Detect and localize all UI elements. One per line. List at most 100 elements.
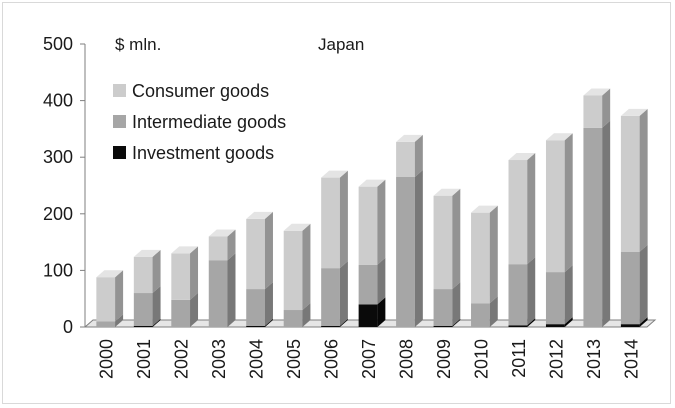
bar-side-intermediate-goods-2006 bbox=[339, 261, 348, 326]
bar-side-consumer-goods-2004 bbox=[264, 211, 273, 290]
bar-intermediate-goods-2004 bbox=[246, 289, 265, 326]
bar-intermediate-goods-2007 bbox=[358, 264, 378, 305]
bar-top-2008 bbox=[396, 134, 423, 142]
bar-side-consumer-goods-2001 bbox=[152, 249, 161, 294]
bar-side-investment-goods-2007 bbox=[377, 297, 386, 327]
bar-side-consumer-goods-2003 bbox=[227, 229, 236, 261]
x-tick-label: 2006 bbox=[322, 339, 342, 379]
unit-label: $ mln. bbox=[115, 35, 161, 54]
legend-label: Investment goods bbox=[132, 143, 274, 163]
bar-side-consumer-goods-2011 bbox=[527, 153, 536, 265]
x-tick-label: 2011 bbox=[509, 339, 529, 378]
y-tick-label: 0 bbox=[63, 317, 73, 337]
bar-side-intermediate-goods-2002 bbox=[190, 292, 199, 327]
legend-swatch bbox=[113, 146, 126, 159]
bar-consumer-goods-2014 bbox=[620, 115, 640, 252]
bar-intermediate-goods-2001 bbox=[133, 293, 153, 326]
y-tick-label: 400 bbox=[43, 91, 73, 111]
bar-investment-goods-2004 bbox=[246, 325, 265, 327]
legend-label: Consumer goods bbox=[132, 81, 269, 101]
bar-side-intermediate-goods-2012 bbox=[564, 265, 573, 325]
bar-side-consumer-goods-2002 bbox=[190, 246, 199, 300]
bar-intermediate-goods-2000 bbox=[96, 321, 116, 327]
x-tick-label: 2003 bbox=[209, 339, 229, 379]
bar-side-consumer-goods-2008 bbox=[414, 134, 423, 178]
bar-consumer-goods-2012 bbox=[545, 140, 565, 273]
bar-consumer-goods-2003 bbox=[208, 236, 228, 261]
bar-side-intermediate-goods-2009 bbox=[452, 282, 461, 326]
bar-side-intermediate-goods-2003 bbox=[227, 253, 236, 327]
bar-intermediate-goods-2003 bbox=[208, 260, 228, 327]
x-tick-label: 2014 bbox=[621, 339, 641, 379]
bar-side-intermediate-goods-2014 bbox=[639, 244, 648, 325]
bar-intermediate-goods-2008 bbox=[396, 177, 415, 327]
chart-frame: 0 100 200 300 400 500 2000 2001 2002 2003 2004 200… bbox=[2, 2, 671, 404]
bar-side-consumer-goods-2013 bbox=[602, 88, 611, 128]
bar-intermediate-goods-2011 bbox=[508, 264, 528, 326]
x-tick-label: 2010 bbox=[471, 339, 491, 379]
bar-top-2005 bbox=[283, 223, 311, 231]
bar-investment-goods-2007 bbox=[358, 304, 378, 327]
bar-side-intermediate-goods-2000 bbox=[115, 314, 124, 327]
bar-intermediate-goods-2009 bbox=[433, 289, 453, 326]
bar-consumer-goods-2006 bbox=[321, 177, 340, 269]
x-tick-label: 2008 bbox=[396, 339, 416, 379]
y-tick-label: 100 bbox=[43, 260, 73, 280]
x-tick-label: 2000 bbox=[97, 339, 117, 379]
bar-investment-goods-2009 bbox=[433, 325, 453, 327]
bar-intermediate-goods-2006 bbox=[321, 268, 340, 326]
bar-investment-goods-2012 bbox=[545, 324, 565, 327]
x-tick-label: 2013 bbox=[584, 339, 604, 379]
bar-side-consumer-goods-2014 bbox=[639, 108, 648, 252]
bar-side-intermediate-goods-2004 bbox=[264, 282, 273, 326]
bar-consumer-goods-2008 bbox=[396, 141, 415, 178]
bar-side-consumer-goods-2006 bbox=[339, 170, 348, 269]
bar-top-2013 bbox=[583, 88, 611, 96]
bar-side-investment-goods-2004 bbox=[264, 318, 273, 327]
bar-consumer-goods-2001 bbox=[133, 256, 153, 294]
bar-top-2012 bbox=[545, 133, 573, 141]
chart-title: Japan bbox=[318, 35, 364, 54]
bar-consumer-goods-2013 bbox=[583, 95, 603, 128]
bar-consumer-goods-2010 bbox=[471, 212, 490, 304]
bar-consumer-goods-2002 bbox=[171, 253, 191, 300]
bar-investment-goods-2011 bbox=[508, 325, 528, 327]
y-tick-label: 200 bbox=[43, 204, 73, 224]
y-tick-label: 500 bbox=[43, 34, 73, 54]
bar-top-2010 bbox=[471, 205, 498, 213]
japan-imports-stacked-bar-chart: 0 100 200 300 400 500 2000 2001 2002 2003 2004 200… bbox=[43, 34, 657, 379]
bar-consumer-goods-2011 bbox=[508, 160, 528, 265]
bar-intermediate-goods-2005 bbox=[283, 310, 303, 327]
bar-side-intermediate-goods-2007 bbox=[377, 257, 386, 305]
bar-side-intermediate-goods-2013 bbox=[602, 120, 611, 327]
bar-top-2001 bbox=[133, 249, 161, 257]
bar-top-2011 bbox=[508, 153, 536, 161]
x-tick-label: 2005 bbox=[284, 339, 304, 379]
legend-label: Intermediate goods bbox=[132, 112, 286, 132]
bar-side-consumer-goods-2005 bbox=[302, 223, 311, 311]
x-tick-label: 2001 bbox=[134, 339, 154, 379]
y-tick-label: 300 bbox=[43, 147, 73, 167]
bar-intermediate-goods-2002 bbox=[171, 299, 191, 327]
bar-side-investment-goods-2014 bbox=[639, 317, 648, 327]
bar-side-investment-goods-2011 bbox=[527, 318, 536, 327]
x-tick-label: 2007 bbox=[359, 339, 379, 379]
bar-top-2003 bbox=[208, 229, 236, 237]
bar-top-2000 bbox=[96, 270, 124, 278]
bar-side-intermediate-goods-2005 bbox=[302, 303, 311, 327]
bar-top-2002 bbox=[171, 246, 199, 254]
bar-side-intermediate-goods-2001 bbox=[152, 286, 161, 326]
bar-side-consumer-goods-2000 bbox=[115, 270, 124, 322]
bar-side-consumer-goods-2012 bbox=[564, 133, 573, 273]
bar-side-investment-goods-2012 bbox=[564, 317, 573, 327]
bar-consumer-goods-2000 bbox=[96, 277, 116, 322]
bar-intermediate-goods-2013 bbox=[583, 127, 603, 327]
bar-investment-goods-2001 bbox=[133, 325, 153, 327]
bar-side-intermediate-goods-2011 bbox=[527, 257, 536, 326]
legend-swatch bbox=[113, 84, 126, 97]
bar-side-investment-goods-2001 bbox=[152, 318, 161, 327]
bar-consumer-goods-2007 bbox=[358, 186, 378, 265]
bar-top-2014 bbox=[620, 108, 648, 116]
bar-intermediate-goods-2010 bbox=[471, 303, 490, 327]
bar-side-consumer-goods-2009 bbox=[452, 188, 461, 290]
